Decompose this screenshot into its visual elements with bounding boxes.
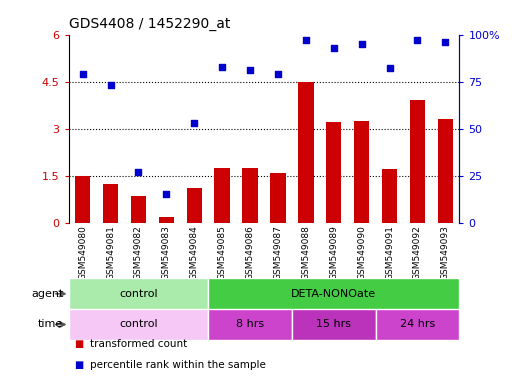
Bar (292, 309, 375, 340)
Point (78, 71, 87, 77)
Text: 15 hrs: 15 hrs (316, 319, 351, 329)
Bar (75, 176, 90, 223)
Bar (270, 172, 286, 223)
Bar (214, 168, 230, 223)
Text: GSM549082: GSM549082 (134, 225, 143, 280)
Bar (242, 168, 258, 223)
Bar (69, 309, 208, 340)
Text: time: time (38, 319, 63, 329)
Text: agent: agent (31, 289, 63, 299)
Bar (438, 119, 453, 223)
Point (441, 39, 450, 45)
Bar (298, 82, 314, 223)
Text: control: control (119, 319, 158, 329)
Text: GSM549093: GSM549093 (441, 225, 450, 280)
Text: GSM549088: GSM549088 (301, 225, 310, 280)
Text: GSM549090: GSM549090 (357, 225, 366, 280)
Text: GDS4408 / 1452290_at: GDS4408 / 1452290_at (69, 17, 230, 31)
Point (274, 71, 282, 77)
Bar (354, 121, 370, 223)
Point (134, 169, 143, 175)
Text: percentile rank within the sample: percentile rank within the sample (90, 360, 266, 370)
Point (162, 192, 171, 198)
Text: GSM549092: GSM549092 (413, 225, 422, 280)
Bar (131, 196, 146, 223)
Bar (375, 309, 459, 340)
Text: GSM549091: GSM549091 (385, 225, 394, 280)
Point (218, 63, 227, 70)
Bar (186, 188, 202, 223)
Bar (382, 169, 397, 223)
Bar (208, 309, 292, 340)
Text: GSM549085: GSM549085 (218, 225, 227, 280)
Text: 24 hrs: 24 hrs (400, 319, 435, 329)
Bar (69, 278, 208, 309)
Text: ■: ■ (74, 360, 83, 370)
Text: GSM549089: GSM549089 (329, 225, 338, 280)
Text: 8 hrs: 8 hrs (236, 319, 264, 329)
Text: control: control (119, 289, 158, 299)
Point (301, 37, 310, 43)
Text: GSM549081: GSM549081 (106, 225, 115, 280)
Point (385, 65, 394, 71)
Point (246, 67, 254, 73)
Point (190, 120, 199, 126)
Bar (326, 122, 342, 223)
Text: DETA-NONOate: DETA-NONOate (291, 289, 376, 299)
Text: GSM549080: GSM549080 (78, 225, 87, 280)
Text: ■: ■ (74, 339, 83, 349)
Text: GSM549087: GSM549087 (274, 225, 282, 280)
Point (106, 82, 115, 88)
Text: GSM549086: GSM549086 (246, 225, 254, 280)
Bar (208, 278, 459, 309)
Point (357, 41, 366, 47)
Point (413, 37, 422, 43)
Text: GSM549083: GSM549083 (162, 225, 171, 280)
Bar (158, 217, 174, 223)
Text: GSM549084: GSM549084 (190, 225, 199, 280)
Bar (410, 101, 425, 223)
Point (329, 45, 338, 51)
Text: transformed count: transformed count (90, 339, 187, 349)
Bar (103, 184, 118, 223)
